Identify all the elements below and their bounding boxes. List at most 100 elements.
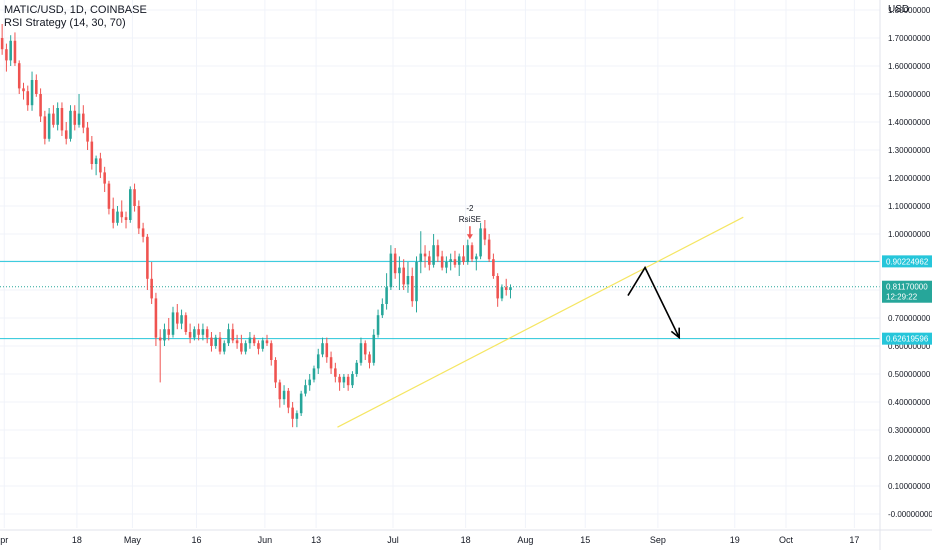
candle [201,323,205,341]
candle-body [107,183,111,209]
time-axis: pr 18 May 16 Jun 13 Jul 18 Aug 15 Sep 19 Oct 17 [0,529,932,545]
x-tick-label: 17 [849,535,859,545]
candle [504,278,508,296]
candle-body [265,340,269,344]
candle-body [167,329,171,335]
candle-body [475,256,478,260]
candle [316,348,320,374]
candle-body [496,276,499,299]
candle-body [56,108,59,125]
candle [351,371,354,388]
candle-body [99,158,102,173]
candle [64,122,68,145]
candle-body [492,259,495,276]
candle-body [5,49,8,61]
candle [235,334,239,349]
badge-last-price-text: 0.81170000 [886,283,928,292]
candle [77,94,81,128]
candle [479,222,482,260]
candle [0,24,4,55]
candle [385,273,388,310]
candle-body [346,376,350,386]
candle [197,323,200,341]
candle [60,102,64,136]
candle [184,312,188,335]
candle [129,186,132,223]
candle [381,298,384,318]
candle-body [214,337,218,346]
symbol-title[interactable]: MATIC/USD, 1D, COINBASE [4,4,147,16]
candle-body [137,206,141,229]
candle-body [103,172,106,184]
candle-body [197,329,200,335]
candle-body [440,256,444,268]
candle [252,334,256,346]
candle-body [26,91,30,106]
candle [137,200,141,234]
badge-level-lower-text: 0.62619596 [886,335,929,344]
signal-label: RsiSE [459,215,481,224]
candle-body [457,256,461,265]
candle-body [163,329,166,341]
candle-body [39,94,42,117]
candle [282,385,286,405]
candle-body [261,340,264,349]
candle [22,82,25,100]
candle-body [9,40,12,61]
x-tick-label: 18 [72,535,82,545]
strategy-label[interactable]: RSI Strategy (14, 30, 70) [4,17,126,29]
candle [278,379,282,408]
candle-body [385,287,388,304]
candle [509,284,512,299]
candle-body [376,315,380,335]
currency-label: USD [888,4,910,15]
candle [180,309,183,330]
candle-body [504,287,508,290]
badge-level-lower: 0.62619596 [882,332,932,345]
candles [0,24,512,428]
drawings [337,216,744,428]
candle-body [282,390,286,400]
candle [415,256,418,313]
candle [86,122,89,150]
candle-body [368,354,371,363]
candle [222,340,226,355]
candle [69,105,72,142]
x-tick-label: Oct [779,535,794,545]
candle [231,323,235,344]
candle [329,351,333,374]
y-tick-label: 0.60000000 [888,342,931,351]
candle [342,374,346,388]
x-tick-label: Jul [387,535,399,545]
signal-marker: -2 RsiSE [459,204,481,240]
candle-body [509,287,512,290]
candle [308,374,311,391]
candle-body [398,267,401,274]
badge-level-lower-bg [882,332,932,345]
candle [372,329,376,366]
candle [193,326,196,341]
candle [453,250,457,268]
candle-body [64,130,68,139]
candle [389,245,393,290]
candle [261,337,264,352]
candle-body [171,312,175,335]
candle [355,360,358,377]
projection-arrow-head [670,327,681,340]
candle [9,35,12,66]
candle-body [184,315,188,332]
candle [227,323,230,346]
candle-body [325,343,329,358]
candle-body [351,374,354,386]
candle-body [244,343,247,352]
candle [376,309,380,338]
candle [487,234,491,262]
candle-body [445,262,448,268]
candle-body [22,88,25,92]
candle-body [154,298,158,338]
candle [141,222,145,243]
candle [449,253,452,271]
candle [167,318,171,341]
